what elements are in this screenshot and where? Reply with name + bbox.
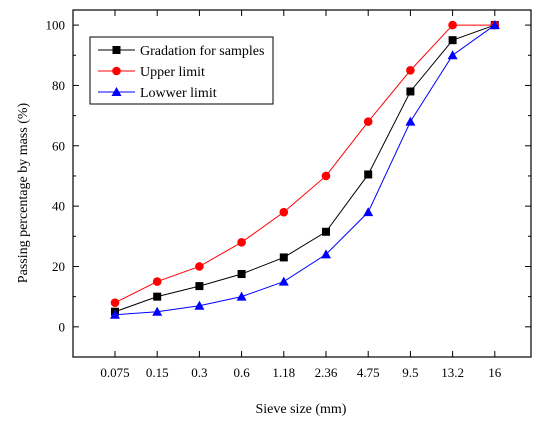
- legend-label: Upper limit: [140, 65, 205, 80]
- plot-frame: [72, 9, 532, 358]
- data-point: [364, 170, 373, 179]
- series-layer: [110, 20, 500, 319]
- data-point: [448, 20, 457, 30]
- data-point: [406, 66, 415, 75]
- data-point: [110, 298, 120, 307]
- axis-ticks: 0 20 40 60 80 100 0.075 0.15 0.3 0.6 1.18 2.36 4.75 9…: [46, 10, 531, 380]
- data-point: [110, 309, 120, 319]
- y-tick-label: 0: [59, 319, 66, 334]
- y-tick-label: 60: [52, 138, 65, 153]
- y-tick-label: 100: [46, 18, 66, 33]
- data-point: [195, 282, 204, 291]
- legend-label: Gradation for samples: [140, 44, 264, 59]
- data-point: [448, 36, 457, 45]
- x-tick-label: 13.2: [441, 365, 464, 380]
- data-point: [363, 207, 374, 217]
- legend-marker: [111, 87, 122, 96]
- data-point: [279, 253, 288, 262]
- legend-item: Upper limit: [98, 65, 205, 80]
- data-point: [322, 227, 330, 236]
- data-point: [194, 300, 205, 310]
- x-axis-title: Sieve size (mm): [256, 402, 347, 417]
- data-point: [363, 117, 373, 126]
- x-tick-label: 9.5: [402, 365, 418, 380]
- y-tick-label: 20: [52, 259, 65, 274]
- x-tick-label: 0.075: [100, 365, 129, 380]
- legend-marker: [112, 66, 121, 76]
- legend-item: Lowwer limit: [98, 86, 217, 101]
- y-tick-label: 40: [52, 199, 65, 214]
- x-tick-label: 16: [488, 365, 502, 380]
- series-line: [114, 24, 495, 313]
- x-tick-label: 4.75: [357, 365, 380, 380]
- y-axis-title: Passing percentage by mass (%): [16, 102, 31, 283]
- series-2: [110, 20, 500, 307]
- x-tick-label: 0.6: [233, 365, 250, 380]
- data-point: [237, 270, 246, 279]
- x-tick-label: 0.3: [191, 365, 207, 380]
- series-line: [114, 24, 495, 304]
- data-point: [237, 238, 246, 247]
- y-tick-label: 80: [52, 78, 65, 93]
- data-point: [278, 276, 289, 286]
- data-point: [321, 249, 331, 259]
- data-point: [195, 262, 204, 271]
- series-3: [110, 20, 500, 319]
- series-line: [114, 24, 496, 316]
- data-point: [406, 87, 415, 96]
- legend-item: Gradation for samples: [98, 44, 264, 59]
- data-point: [447, 50, 458, 60]
- data-point: [279, 207, 289, 217]
- legend-marker: [112, 46, 121, 54]
- data-point: [153, 292, 162, 301]
- data-point: [489, 20, 500, 30]
- legend-label: Lowwer limit: [140, 86, 217, 101]
- data-point: [152, 306, 163, 316]
- x-tick-label: 0.15: [146, 365, 169, 380]
- data-point: [236, 291, 247, 301]
- data-point: [405, 116, 416, 126]
- x-tick-label: 1.18: [272, 365, 295, 380]
- data-point: [152, 277, 162, 286]
- data-point: [321, 171, 331, 181]
- x-tick-label: 2.36: [315, 365, 338, 380]
- legend: Gradation for samples Upper limit Lowwer l…: [89, 36, 274, 105]
- plot-border: [72, 9, 532, 358]
